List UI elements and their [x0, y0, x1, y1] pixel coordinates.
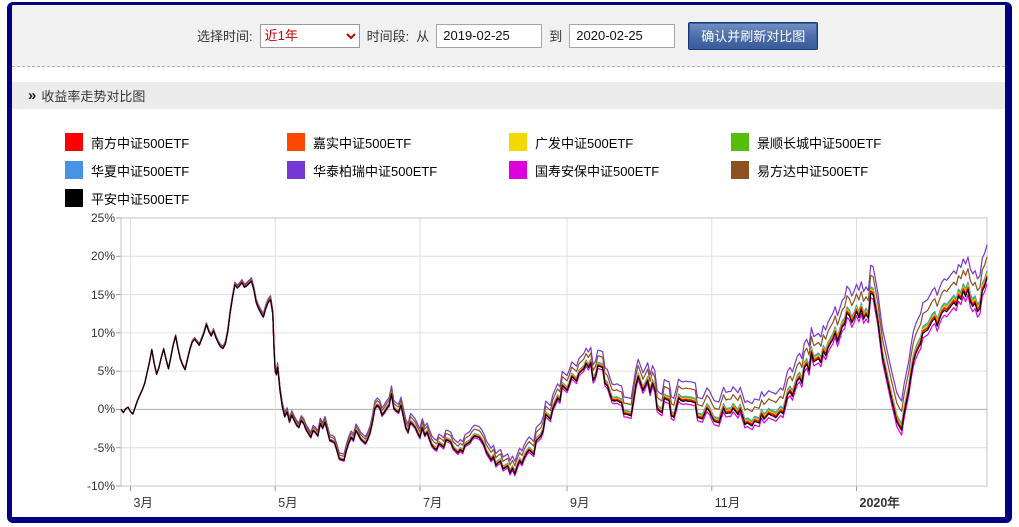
legend-item-7: 易方达中证500ETF — [731, 156, 953, 184]
time-range-select[interactable]: 近1年 — [259, 23, 360, 48]
legend-swatch-icon — [509, 161, 527, 179]
legend-item-4: 华夏中证500ETF — [65, 156, 287, 184]
period-label: 时间段: — [366, 29, 410, 44]
legend-label: 华夏中证500ETF — [91, 163, 190, 179]
chart-canvas — [116, 217, 988, 491]
legend-swatch-icon — [65, 161, 83, 179]
y-axis-label: 5% — [97, 364, 115, 379]
to-date-input[interactable] — [569, 23, 676, 48]
series-line-3 — [120, 272, 988, 473]
legend-swatch-icon — [287, 161, 305, 179]
series-line-1 — [120, 275, 988, 474]
x-axis-label: 5月 — [278, 496, 298, 510]
legend-label: 景顺长城中证500ETF — [757, 135, 882, 151]
y-axis-label: -10% — [86, 479, 115, 493]
time-select-label: 选择时间: — [197, 29, 253, 44]
chart-legend: 南方中证500ETF 嘉实中证500ETF 广发中证500ETF 景顺长城中证500E… — [65, 128, 985, 212]
series-line-7 — [120, 256, 988, 467]
legend-label: 华泰柏瑞中证500ETF — [313, 163, 438, 179]
x-axis-label: 11月 — [714, 496, 741, 510]
from-date-input[interactable] — [436, 23, 543, 48]
y-axis-label: 25% — [90, 211, 115, 225]
to-label: 到 — [549, 29, 563, 44]
section-title: 收益率走势对比图 — [41, 89, 146, 104]
x-axis-label: 2020年 — [859, 496, 900, 510]
series-line-8 — [120, 277, 988, 475]
legend-label: 嘉实中证500ETF — [313, 135, 412, 151]
legend-swatch-icon — [65, 133, 83, 151]
x-axis-label: 3月 — [133, 496, 153, 510]
panel-frame: 选择时间: 近1年 时间段: 从 到 确认并刷新对比图 » 收益率走势对比图 南… — [7, 2, 1012, 523]
legend-label: 易方达中证500ETF — [757, 163, 869, 179]
legend-item-3: 景顺长城中证500ETF — [731, 128, 953, 156]
series-line-2 — [120, 273, 988, 473]
x-axis-label: 7月 — [422, 496, 443, 510]
legend-item-2: 广发中证500ETF — [509, 128, 731, 156]
x-axis-label: 9月 — [570, 496, 590, 510]
legend-label: 广发中证500ETF — [535, 135, 634, 151]
y-axis-label: 20% — [90, 249, 115, 264]
legend-swatch-icon — [731, 133, 749, 151]
legend-label: 南方中证500ETF — [91, 135, 190, 151]
legend-swatch-icon — [509, 133, 527, 151]
y-axis-label: 15% — [90, 287, 115, 302]
legend-swatch-icon — [731, 161, 749, 179]
confirm-refresh-button[interactable]: 确认并刷新对比图 — [688, 21, 819, 50]
legend-swatch-icon — [287, 133, 305, 151]
return-comparison-chart: 25% 20% 15% 10% 5% 0% -5% -10% 3月 5月 7月 9月 11月 2020年 — [60, 210, 1005, 510]
legend-item-8: 平安中证500ETF — [65, 184, 287, 212]
legend-label: 平安中证500ETF — [91, 191, 190, 207]
legend-label: 国寿安保中证500ETF — [535, 163, 660, 179]
y-axis-label: 0% — [97, 402, 115, 417]
y-axis-label: -5% — [93, 440, 115, 455]
legend-item-5: 华泰柏瑞中证500ETF — [287, 156, 509, 184]
section-header: » 收益率走势对比图 — [12, 82, 1005, 109]
legend-item-6: 国寿安保中证500ETF — [509, 156, 731, 184]
legend-item-1: 嘉实中证500ETF — [287, 128, 509, 156]
y-axis-label: 10% — [90, 325, 115, 340]
plot-border — [120, 217, 988, 487]
time-toolbar: 选择时间: 近1年 时间段: 从 到 确认并刷新对比图 — [12, 5, 1005, 67]
double-arrow-icon: » — [28, 87, 37, 104]
legend-swatch-icon — [65, 189, 83, 207]
series-line-5 — [120, 244, 988, 462]
legend-item-0: 南方中证500ETF — [65, 128, 287, 156]
from-label: 从 — [416, 29, 430, 44]
